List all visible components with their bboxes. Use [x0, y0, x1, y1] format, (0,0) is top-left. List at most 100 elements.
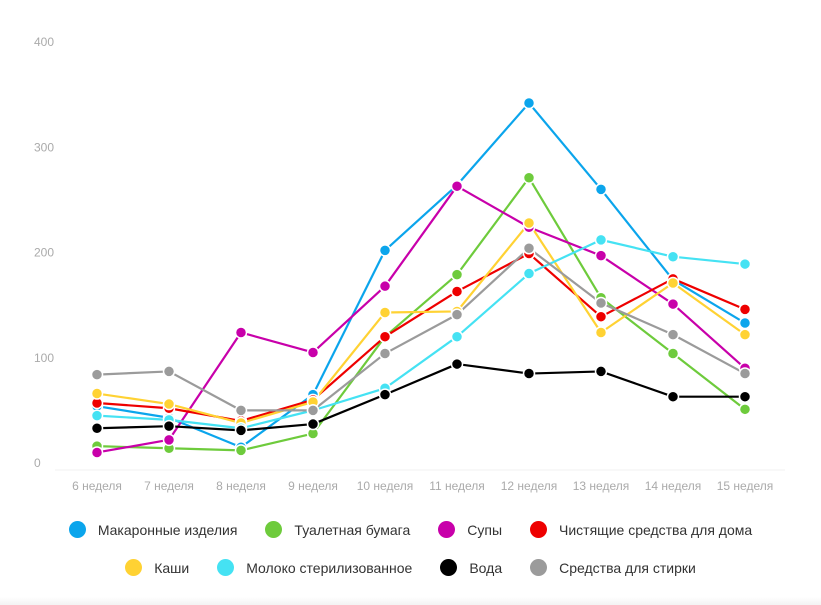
- x-tick-label: 9 неделя: [288, 479, 338, 493]
- data-point: [666, 276, 680, 290]
- data-point: [738, 390, 752, 403]
- data-point: [522, 242, 536, 255]
- series-line-7: [96, 247, 746, 412]
- data-point: [162, 397, 176, 411]
- legend-marker-icon: [125, 559, 143, 576]
- data-point: [234, 444, 248, 457]
- data-point: [738, 257, 752, 271]
- data-point: [450, 308, 464, 321]
- x-tick-label: 13 неделя: [573, 479, 630, 493]
- legend-item[interactable]: Средства для стирки: [530, 559, 696, 576]
- series-line-6: [96, 362, 745, 432]
- data-point: [162, 433, 176, 447]
- data-point: [450, 357, 464, 371]
- data-point: [450, 285, 464, 298]
- legend-item[interactable]: Чистящие средства для дома: [530, 521, 752, 538]
- y-tick-label: 300: [34, 140, 54, 154]
- legend-item[interactable]: Туалетная бумага: [265, 521, 410, 538]
- legend-item[interactable]: Вода: [440, 559, 502, 576]
- x-tick-label: 15 неделя: [717, 479, 774, 493]
- data-point: [90, 422, 104, 435]
- data-point: [666, 347, 680, 360]
- series-line-5: [96, 238, 746, 430]
- legend-label: Туалетная бумага: [294, 521, 411, 538]
- data-point: [594, 365, 608, 378]
- data-point: [594, 249, 608, 262]
- x-tick-label: 10 неделя: [357, 479, 414, 493]
- legend-label: Макаронные изделия: [97, 521, 238, 538]
- data-point: [738, 303, 752, 316]
- data-point: [378, 279, 392, 293]
- data-point: [522, 96, 536, 110]
- legend-marker-icon: [265, 521, 283, 538]
- x-tick-label: 6 неделя: [72, 479, 122, 493]
- x-tick-label: 7 неделя: [144, 479, 194, 493]
- data-point: [522, 367, 536, 380]
- y-tick-label: 0: [34, 456, 41, 470]
- legend-item[interactable]: Супы: [438, 521, 502, 538]
- data-point: [378, 347, 392, 360]
- line-chart: 0 100 200 300 400 6 неделя 7 неделя 8 неделя 9 н…: [34, 35, 785, 493]
- legend-item[interactable]: Макаронные изделия: [68, 521, 238, 538]
- data-point: [162, 419, 176, 433]
- series-line-0: [96, 101, 746, 449]
- data-point: [450, 330, 464, 343]
- series-line-3: [96, 252, 746, 422]
- y-tick-label: 200: [34, 246, 54, 260]
- legend-item[interactable]: Молоко стерилизованное: [217, 559, 412, 576]
- data-point: [738, 367, 752, 380]
- legend-label: Супы: [467, 521, 503, 538]
- legend-label: Каши: [154, 559, 190, 576]
- data-point: [378, 244, 392, 257]
- data-point: [522, 171, 536, 185]
- series-line-1: [96, 176, 746, 452]
- x-tick-label: 11 неделя: [429, 479, 485, 493]
- legend-marker-icon: [438, 521, 456, 538]
- legend-marker-icon: [68, 521, 86, 538]
- data-point: [90, 446, 104, 459]
- data-point: [378, 388, 392, 401]
- data-point: [306, 404, 320, 417]
- legend-marker-icon: [530, 559, 548, 576]
- data-point: [234, 326, 248, 339]
- data-point: [666, 297, 680, 311]
- series-line-2: [96, 185, 746, 454]
- legend-label: Молоко стерилизованное: [246, 559, 413, 576]
- data-point: [594, 326, 608, 339]
- data-point: [450, 268, 464, 281]
- data-point: [234, 424, 248, 437]
- data-point: [450, 179, 464, 193]
- data-point: [234, 404, 248, 417]
- data-point: [738, 328, 752, 341]
- data-point: [378, 306, 392, 319]
- data-point: [90, 387, 104, 400]
- legend-label: Вода: [469, 559, 503, 576]
- legend-label: Средства для стирки: [559, 559, 696, 576]
- data-point: [306, 417, 320, 431]
- data-point: [594, 183, 608, 196]
- data-point: [306, 346, 320, 359]
- data-point: [666, 390, 680, 403]
- data-point: [666, 250, 680, 263]
- x-tick-label: 12 неделя: [501, 479, 558, 493]
- data-point: [90, 368, 104, 381]
- data-point: [738, 403, 752, 416]
- legend-marker-icon: [440, 559, 458, 576]
- series-line-4: [96, 221, 746, 425]
- x-tick-label: 14 неделя: [645, 479, 702, 493]
- data-point: [378, 330, 392, 343]
- y-tick-label: 400: [34, 35, 54, 49]
- data-point: [738, 316, 752, 330]
- legend-item[interactable]: Каши: [125, 559, 189, 576]
- legend-label: Чистящие средства для дома: [559, 521, 753, 538]
- data-point: [522, 267, 536, 280]
- data-point: [594, 296, 608, 310]
- data-point: [522, 216, 536, 230]
- legend-row-1: Макаронные изделия Туалетная бумага Супы Чи…: [0, 521, 821, 538]
- data-point: [90, 409, 104, 422]
- data-point: [594, 310, 608, 323]
- legend-row-2: Каши Молоко стерилизованное Вода Средства д…: [0, 559, 821, 576]
- bottom-band: [0, 597, 821, 605]
- legend-marker-icon: [530, 521, 548, 538]
- y-tick-label: 100: [34, 351, 54, 365]
